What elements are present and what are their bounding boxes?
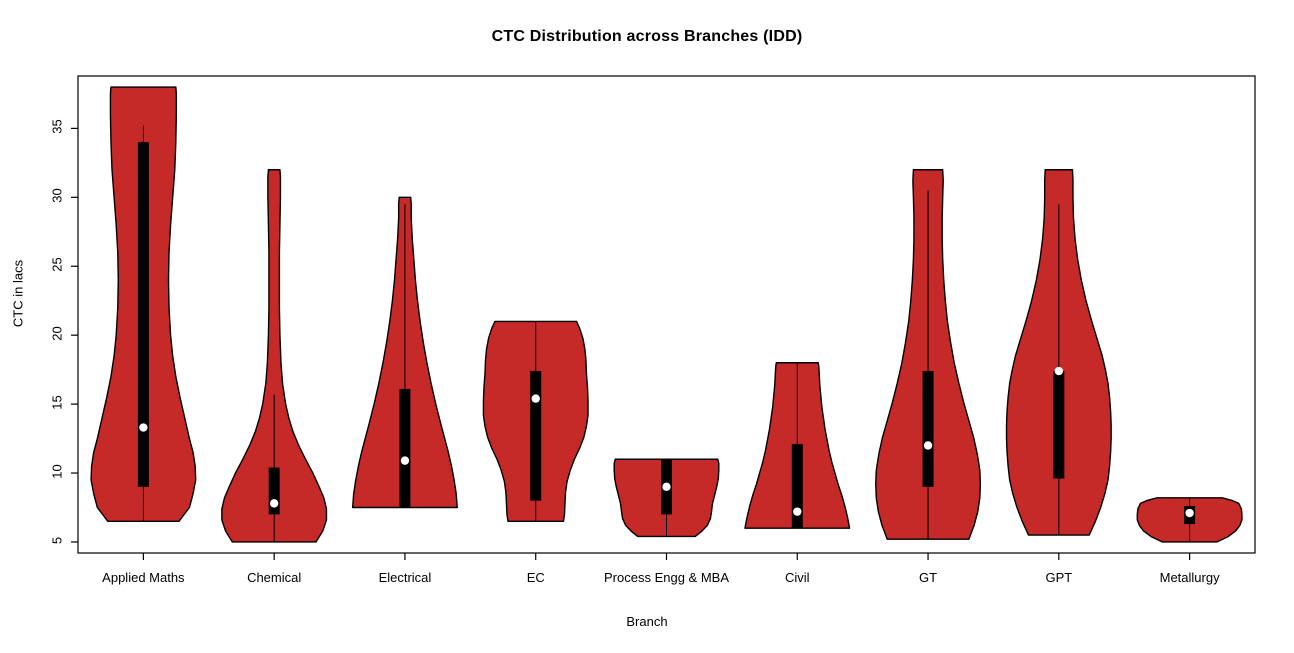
violin-iqr-box: [137, 142, 149, 487]
violin-electrical: [351, 196, 458, 509]
violin-iqr-box: [530, 371, 542, 501]
violin-layer: [90, 86, 1243, 543]
violin-process-engg-mba: [613, 458, 720, 538]
violin-median-point: [531, 394, 540, 403]
violin-iqr-box: [268, 467, 280, 515]
x-tick-label: Applied Maths: [102, 570, 185, 585]
x-tick-label: Process Engg & MBA: [604, 570, 729, 585]
violin-median-point: [139, 423, 148, 432]
violin-median-point: [662, 482, 671, 492]
y-tick-label: 10: [49, 464, 65, 479]
violin-median-point: [923, 441, 933, 450]
violin-median-point: [269, 499, 279, 508]
y-tick-label: 20: [49, 326, 65, 341]
violin-iqr-box: [791, 444, 803, 529]
y-tick-label: 15: [49, 395, 65, 410]
y-tick-label: 5: [49, 536, 65, 545]
violin-iqr-box: [399, 388, 411, 508]
x-tick-label: Metallurgy: [1159, 570, 1220, 585]
violin-median-point: [793, 507, 802, 516]
violin-civil: [744, 362, 851, 529]
violin-gpt: [1005, 169, 1112, 536]
y-tick-label: 30: [49, 188, 65, 204]
violin-chemical: [221, 169, 328, 543]
x-tick-label: Civil: [784, 570, 810, 585]
violin-median-point: [1054, 366, 1064, 376]
y-tick-label: 25: [49, 257, 65, 272]
x-axis-title: Branch: [626, 614, 668, 629]
violin-gt: [875, 169, 982, 540]
violin-applied-maths: [90, 86, 197, 522]
x-tick-label: Electrical: [378, 570, 432, 585]
violin-iqr-box: [922, 371, 934, 487]
violin-iqr-box: [1053, 371, 1065, 479]
x-tick-label: GT: [919, 570, 938, 585]
violin-ec: [482, 320, 589, 522]
x-tick-label: EC: [526, 570, 545, 585]
violin-body: [221, 169, 328, 543]
x-tick-label: GPT: [1045, 570, 1073, 585]
page-title: CTC Distribution across Branches (IDD): [491, 28, 803, 45]
violin-metallurgy: [1136, 497, 1243, 543]
y-tick-label: 35: [49, 119, 65, 135]
violin-median-point: [1185, 508, 1194, 518]
x-tick-label: Chemical: [247, 570, 302, 585]
axis-layer: [71, 75, 1256, 560]
violin-median-point: [400, 456, 410, 465]
